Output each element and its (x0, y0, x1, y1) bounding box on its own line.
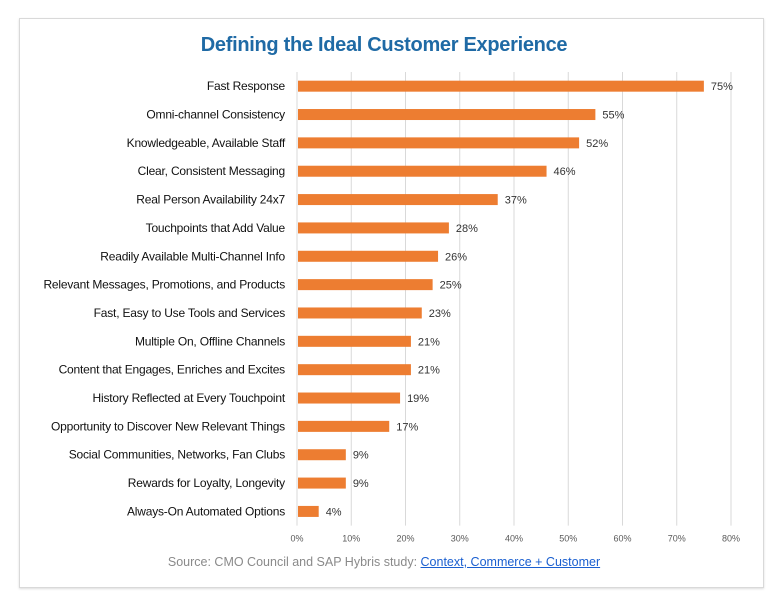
bar (298, 449, 346, 461)
category-label: Social Communities, Networks, Fan Clubs (69, 448, 285, 462)
data-label: 52% (586, 138, 608, 150)
bar (298, 194, 498, 206)
data-label: 37% (505, 195, 527, 207)
bar (298, 222, 449, 234)
source-text: Source: CMO Council and SAP Hybris study… (167, 555, 421, 569)
data-label: 28% (456, 223, 478, 235)
x-tick-label: 70% (668, 534, 686, 544)
category-label: Knowledgeable, Available Staff (127, 136, 286, 150)
bar (298, 505, 319, 517)
bar (298, 250, 439, 262)
category-label: Opportunity to Discover New Relevant Thi… (51, 419, 285, 433)
category-label: Omni-channel Consistency (146, 108, 285, 122)
bar (298, 307, 422, 319)
x-tick-label: 0% (290, 534, 303, 544)
bar (298, 137, 580, 149)
data-label: 19% (407, 393, 429, 405)
category-label: Fast, Easy to Use Tools and Services (94, 306, 286, 320)
data-label: 17% (396, 421, 418, 433)
bar (298, 364, 411, 376)
bar (298, 335, 411, 347)
data-label: 25% (440, 280, 462, 292)
data-label: 46% (554, 166, 576, 178)
category-label: Fast Response (207, 79, 286, 93)
bar (298, 165, 547, 177)
bar (298, 477, 346, 489)
category-label: Touchpoints that Add Value (146, 221, 286, 235)
bar (298, 109, 596, 121)
data-label: 23% (429, 308, 451, 320)
data-label: 9% (353, 450, 369, 462)
category-label: Rewards for Loyalty, Longevity (128, 476, 285, 490)
bar (298, 80, 704, 92)
x-tick-label: 30% (451, 534, 469, 544)
x-tick-label: 50% (559, 534, 577, 544)
data-label: 75% (711, 81, 733, 93)
bar (298, 420, 390, 432)
category-label: Content that Engages, Enriches and Excit… (59, 363, 286, 377)
category-label: History Reflected at Every Touchpoint (93, 391, 286, 405)
x-tick-label: 80% (722, 534, 740, 544)
source-note: Source: CMO Council and SAP Hybris study… (0, 555, 768, 569)
data-label: 4% (326, 506, 342, 518)
x-tick-label: 40% (505, 534, 523, 544)
category-label: Clear, Consistent Messaging (138, 164, 285, 178)
data-label: 21% (418, 365, 440, 377)
source-link[interactable]: Context, Commerce + Customer (420, 555, 601, 569)
x-tick-label: 10% (342, 534, 360, 544)
data-label: 26% (445, 251, 467, 263)
chart-frame (19, 18, 764, 588)
category-label: Always-On Automated Options (127, 504, 285, 518)
x-tick-label: 60% (613, 534, 631, 544)
x-tick-label: 20% (396, 534, 414, 544)
data-label: 55% (602, 110, 624, 122)
bar (298, 279, 433, 291)
bar (298, 392, 401, 404)
category-label: Real Person Availability 24x7 (136, 193, 285, 207)
data-label: 21% (418, 336, 440, 348)
category-label: Readily Available Multi-Channel Info (100, 249, 285, 263)
category-label: Multiple On, Offline Channels (135, 334, 285, 348)
category-label: Relevant Messages, Promotions, and Produ… (43, 278, 285, 292)
chart-title: Defining the Ideal Customer Experience (200, 34, 568, 56)
data-label: 9% (353, 478, 369, 490)
